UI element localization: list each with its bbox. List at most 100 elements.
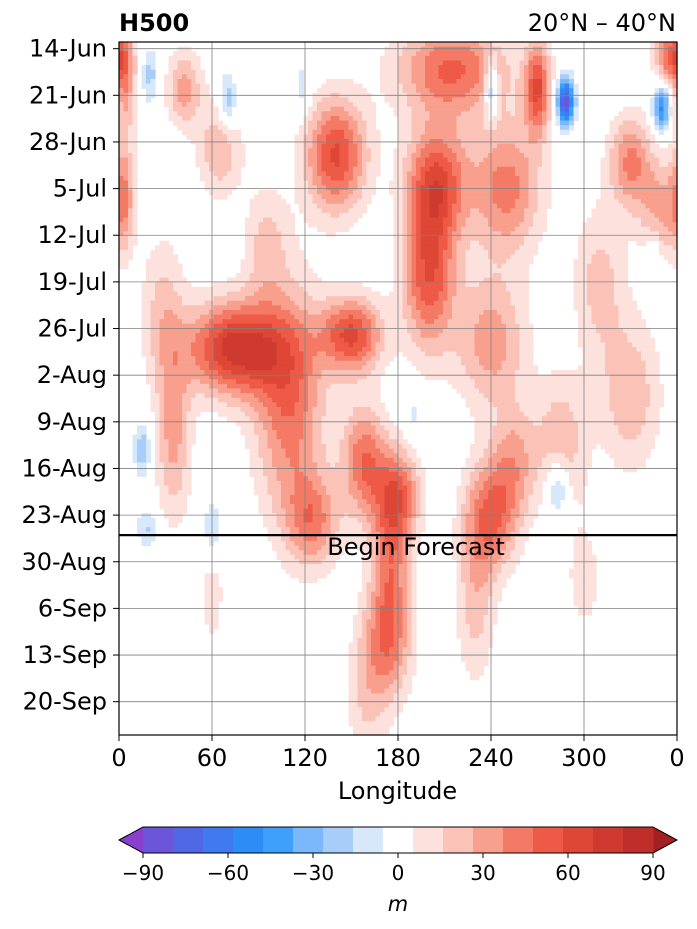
contour-cell	[479, 175, 485, 182]
contour-cell	[434, 102, 440, 108]
contour-cell	[321, 120, 327, 126]
contour-cell	[501, 152, 507, 159]
contour-cell	[506, 222, 512, 228]
contour-cell	[497, 300, 503, 306]
contour-cell	[470, 148, 476, 154]
contour-cell	[317, 143, 323, 149]
contour-cell	[587, 268, 593, 274]
contour-cell	[515, 106, 521, 112]
contour-cell	[488, 305, 494, 311]
contour-cell	[438, 102, 444, 108]
contour-cell	[668, 51, 674, 57]
contour-cell	[411, 199, 417, 205]
contour-cell	[177, 120, 183, 126]
contour-cell	[434, 309, 440, 316]
contour-cell	[456, 282, 462, 288]
contour-cell	[285, 314, 291, 320]
contour-cell	[173, 333, 179, 339]
contour-cell	[672, 129, 678, 135]
contour-cell	[510, 309, 516, 316]
contour-cell	[281, 273, 287, 279]
contour-cell	[353, 148, 359, 154]
contour-cell	[231, 309, 237, 316]
contour-cell	[425, 120, 431, 126]
contour-cell	[447, 115, 453, 122]
contour-cell	[515, 148, 521, 154]
contour-cell	[290, 319, 296, 325]
contour-cell	[420, 240, 426, 246]
contour-cell	[465, 83, 471, 89]
contour-cell	[393, 152, 399, 159]
contour-cell	[285, 263, 291, 269]
contour-cell	[636, 194, 642, 200]
contour-cell	[632, 129, 638, 135]
contour-cell	[150, 277, 156, 283]
contour-cell	[258, 305, 264, 311]
contour-cell	[461, 106, 467, 112]
contour-cell	[546, 120, 552, 126]
contour-cell	[416, 203, 422, 209]
contour-cell	[357, 162, 363, 168]
contour-cell	[497, 203, 503, 209]
contour-cell	[434, 88, 440, 94]
contour-cell	[600, 217, 606, 223]
contour-cell	[195, 134, 201, 140]
contour-cell	[272, 259, 278, 265]
contour-cell	[672, 83, 678, 89]
contour-cell	[249, 249, 255, 256]
contour-cell	[645, 125, 651, 131]
contour-cell	[218, 333, 224, 339]
contour-cell	[339, 97, 345, 103]
contour-cell	[461, 102, 467, 108]
contour-cell	[627, 323, 633, 330]
contour-cell	[614, 296, 620, 302]
contour-cell	[362, 175, 368, 182]
contour-cell	[339, 106, 345, 112]
contour-cell	[186, 106, 192, 112]
contour-cell	[209, 171, 215, 177]
contour-cell	[263, 245, 269, 251]
contour-cell	[330, 143, 336, 149]
contour-cell	[389, 78, 395, 85]
contour-cell	[339, 129, 345, 135]
contour-cell	[218, 180, 224, 186]
contour-cell	[362, 171, 368, 177]
contour-cell	[533, 203, 539, 209]
contour-cell	[213, 129, 219, 135]
contour-cell	[605, 143, 611, 149]
contour-cell	[519, 296, 525, 302]
contour-cell	[276, 254, 282, 260]
contour-cell	[533, 134, 539, 140]
contour-cell	[119, 203, 125, 209]
contour-cell	[209, 296, 215, 302]
contour-cell	[515, 102, 521, 108]
contour-cell	[258, 222, 264, 228]
contour-cell	[285, 309, 291, 316]
contour-cell	[141, 291, 147, 297]
contour-cell	[294, 152, 300, 159]
contour-cell	[465, 185, 471, 191]
contour-cell	[672, 111, 678, 117]
contour-cell	[321, 102, 327, 108]
contour-cell	[456, 111, 462, 117]
contour-cell	[524, 203, 530, 209]
contour-cell	[654, 115, 660, 122]
contour-cell	[348, 309, 354, 316]
contour-cell	[668, 217, 674, 223]
contour-cell	[303, 333, 309, 339]
contour-cell	[159, 259, 165, 265]
contour-cell	[614, 148, 620, 154]
contour-cell	[668, 185, 674, 191]
contour-cell	[506, 277, 512, 283]
contour-cell	[213, 296, 219, 302]
contour-cell	[425, 111, 431, 117]
contour-cell	[479, 328, 485, 334]
contour-cell	[200, 175, 206, 182]
contour-cell	[659, 69, 665, 75]
contour-cell	[312, 203, 318, 209]
contour-cell	[366, 171, 372, 177]
contour-cell	[488, 162, 494, 168]
contour-cell	[515, 42, 521, 48]
contour-cell	[218, 189, 224, 196]
contour-cell	[438, 152, 444, 159]
